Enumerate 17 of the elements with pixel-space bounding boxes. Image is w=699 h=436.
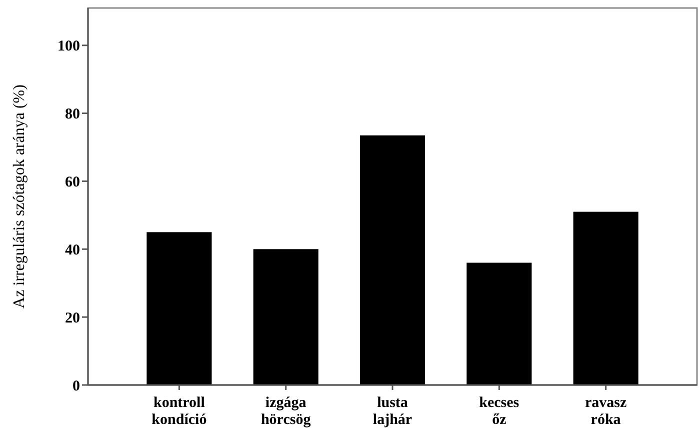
bar [573,212,638,385]
bar [360,135,426,385]
y-tick-label: 100 [58,38,80,55]
x-tick-label: lusta lajhár [372,395,412,428]
y-tick-label: 20 [65,310,80,326]
x-tick-label: ravasz róka [584,395,627,428]
bar [253,249,318,385]
y-axis-title: Az irreguláris szótagok aránya (%) [11,84,28,308]
bar [146,232,212,385]
x-tick-label: izgága hörcsög [260,395,312,428]
y-tick-label: 40 [65,242,80,258]
x-tick-label: kecses őz [479,395,520,428]
bar [466,262,532,385]
y-tick-label: 0 [72,378,80,394]
x-tick-label: kontroll kondíció [152,395,207,428]
y-tick-label: 60 [65,174,80,190]
y-tick-label: 80 [65,106,80,123]
